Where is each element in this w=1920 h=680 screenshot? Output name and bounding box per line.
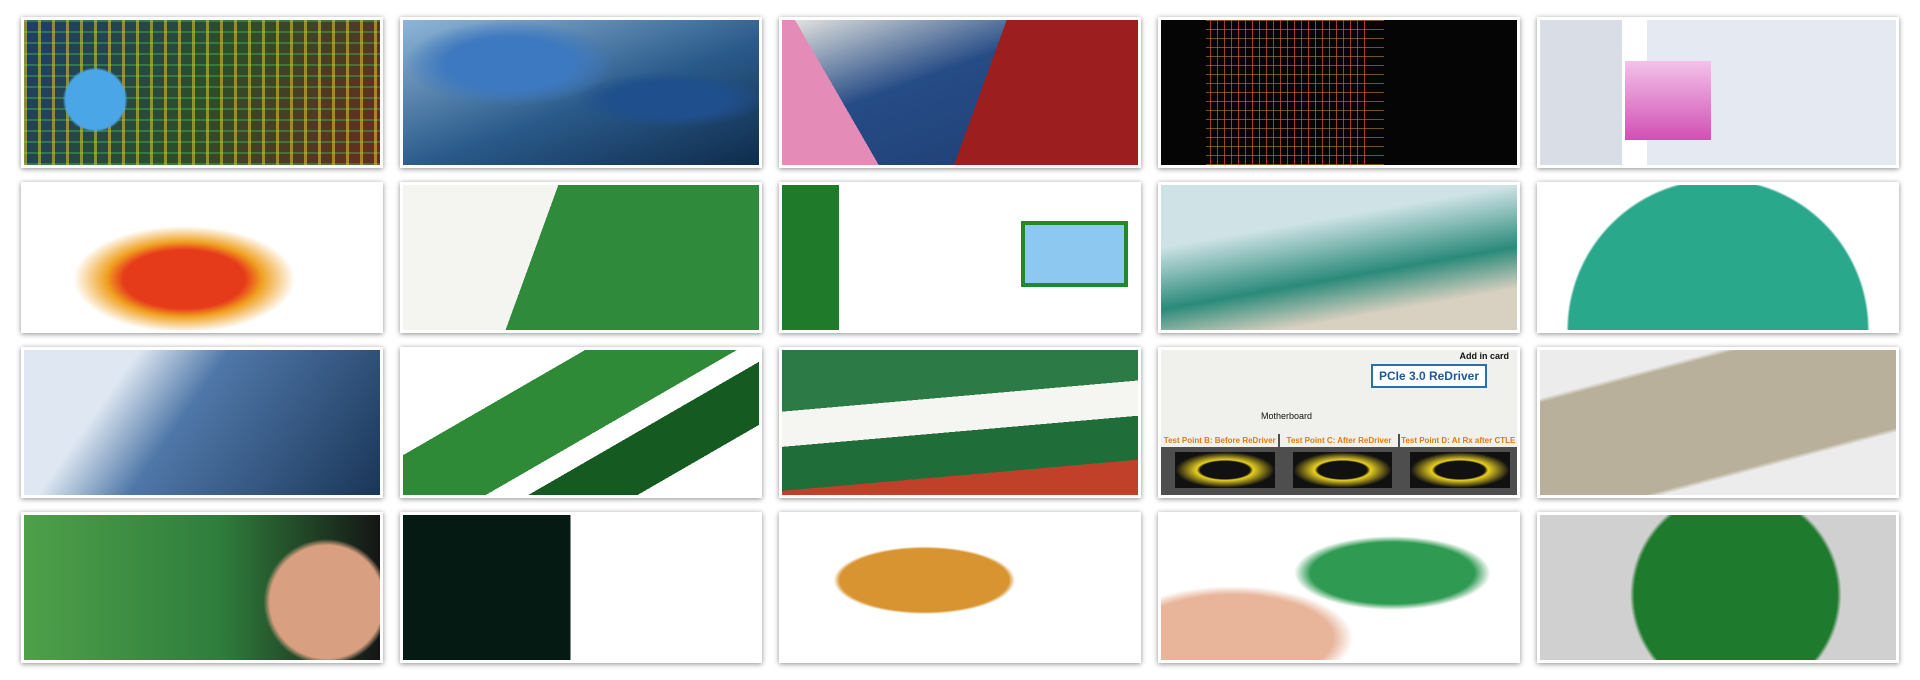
- photo-tile: [400, 347, 762, 498]
- photo-tile: [21, 512, 383, 663]
- caption: Add in card: [1459, 351, 1509, 361]
- photo-tile: [1537, 182, 1899, 333]
- photo-grid: Add in card PCIe 3.0 ReDriver Motherboar…: [21, 17, 1899, 663]
- badge: PCIe 3.0 ReDriver: [1370, 364, 1487, 388]
- photo-tile: [1537, 347, 1899, 498]
- photo-tile: [779, 512, 1141, 663]
- photo-tile: [400, 17, 762, 168]
- test-point-label: Test Point C: After ReDriver: [1280, 434, 1398, 448]
- eye-diagram: [1292, 451, 1393, 488]
- test-point-label: Test Point D: At Rx after CTLE: [1399, 434, 1517, 448]
- photo-tile: [21, 182, 383, 333]
- photo-tile: [400, 182, 762, 333]
- photo-tile: [21, 347, 383, 498]
- photo-tile: [779, 347, 1141, 498]
- caption: Motherboard: [1261, 411, 1313, 421]
- photo-tile: [21, 17, 383, 168]
- eye-diagram: [1410, 451, 1510, 488]
- photo-tile: [400, 512, 762, 663]
- test-point-label: Test Point B: Before ReDriver: [1161, 434, 1279, 448]
- photo-tile: Add in card PCIe 3.0 ReDriver Motherboar…: [1158, 347, 1520, 498]
- eye-diagram: [1175, 451, 1275, 488]
- photo-tile: [1158, 512, 1520, 663]
- photo-tile: [1537, 17, 1899, 168]
- photo-tile: [779, 182, 1141, 333]
- photo-tile: [1158, 17, 1520, 168]
- photo-tile: [779, 17, 1141, 168]
- photo-tile: [1537, 512, 1899, 663]
- photo-tile: [1158, 182, 1520, 333]
